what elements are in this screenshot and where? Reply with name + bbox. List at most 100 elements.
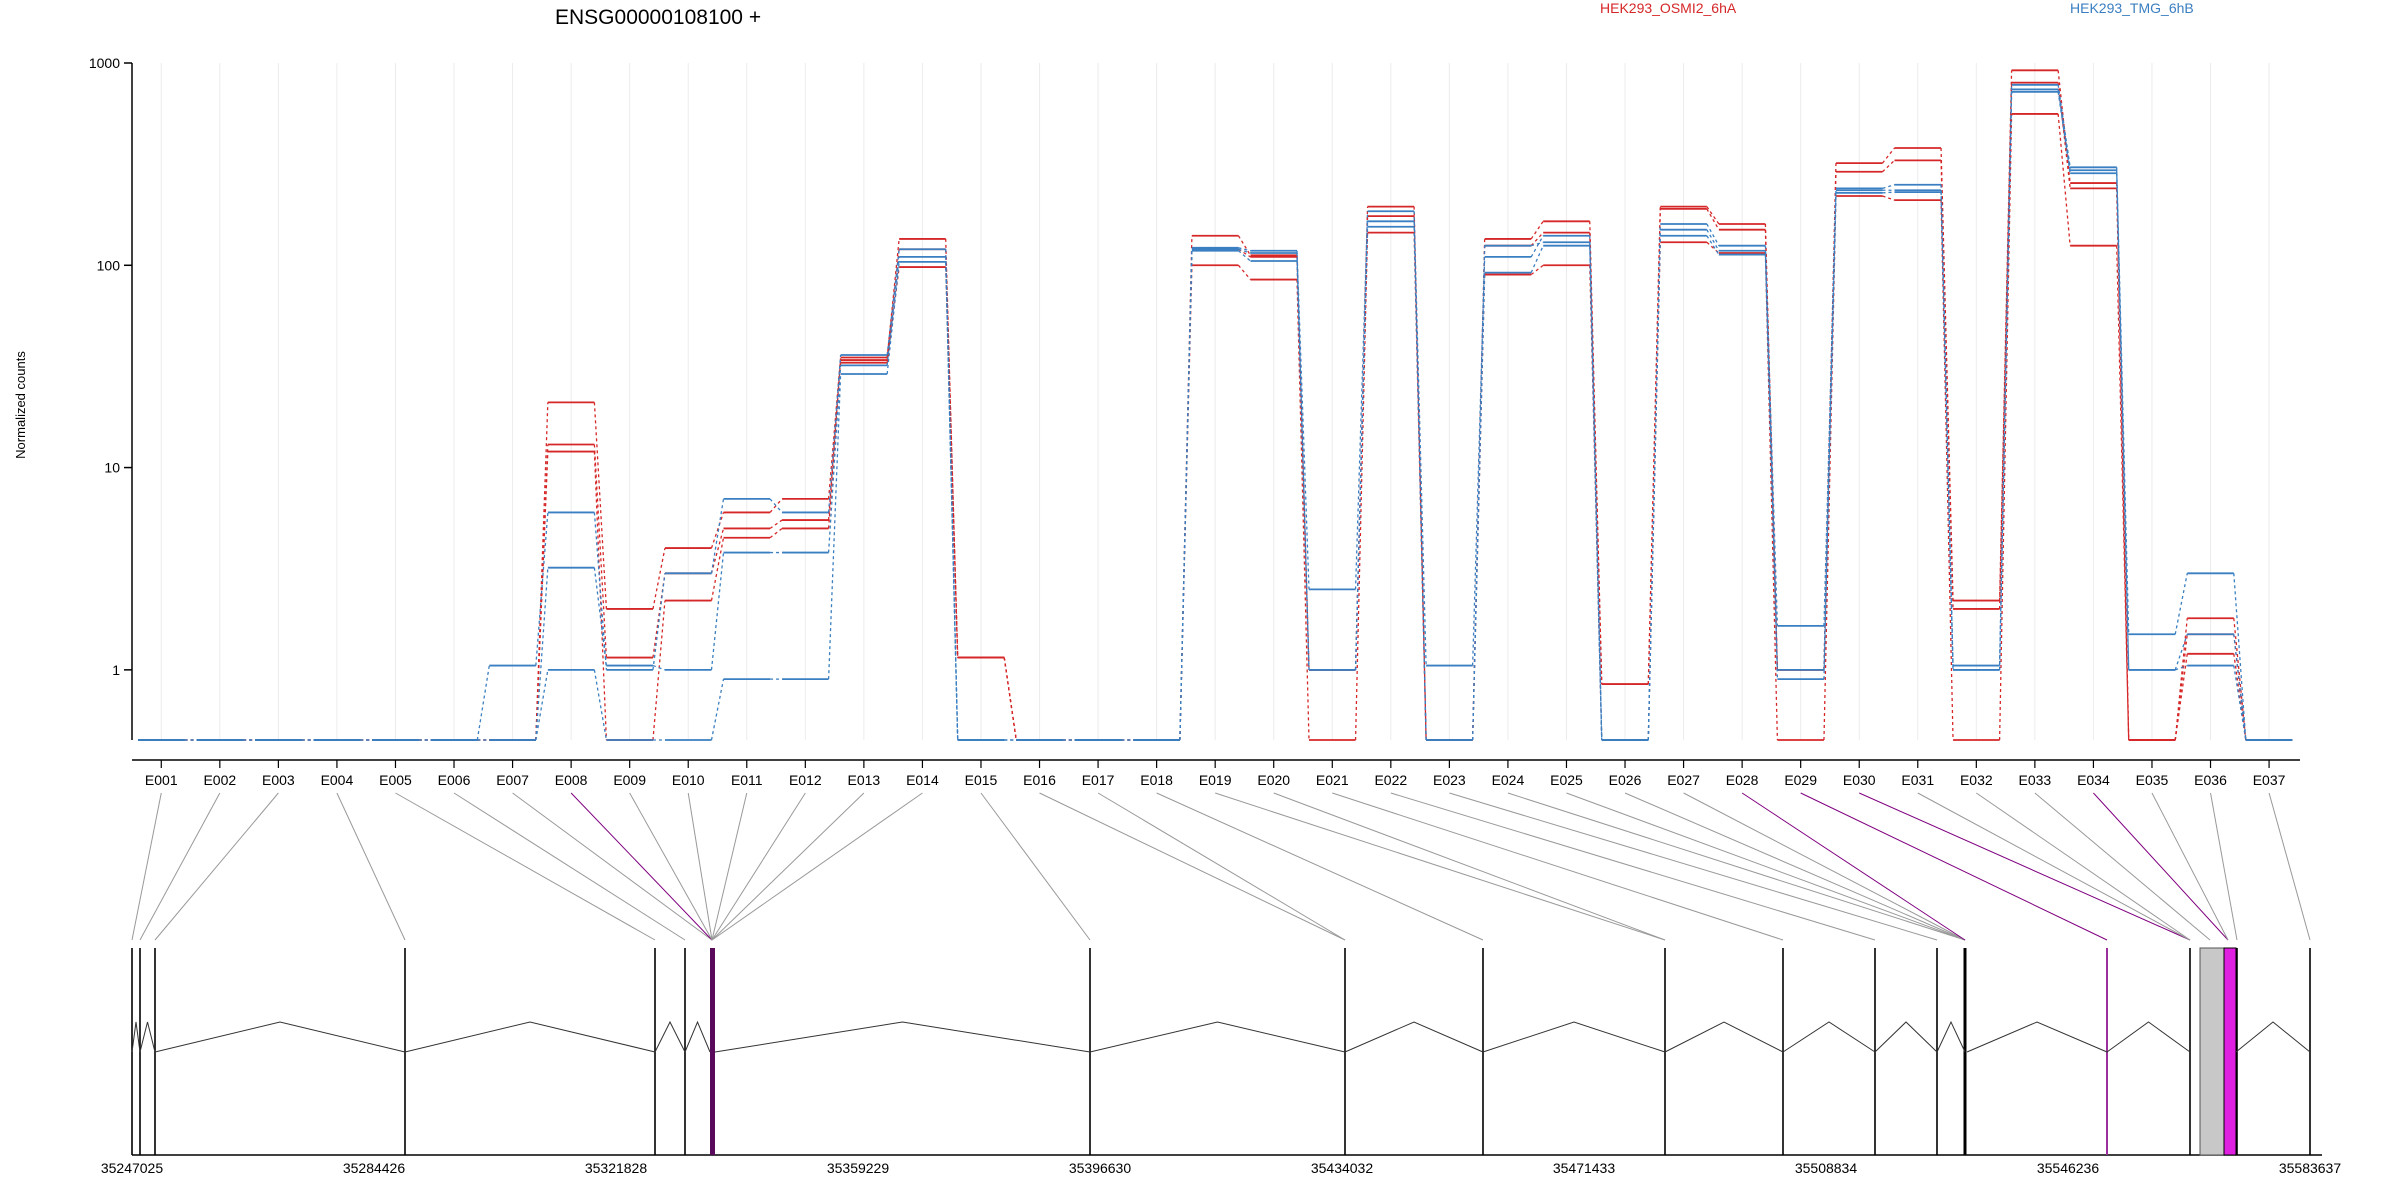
exon-connector (1097, 792, 1346, 941)
exon-label: E008 (555, 772, 588, 788)
exon-label: E011 (731, 772, 763, 788)
series-transition (535, 567, 549, 741)
exon-label: E016 (1023, 772, 1056, 788)
y-tick-label: 10 (104, 460, 120, 476)
series-transition (1823, 188, 1837, 626)
series-transition (1238, 247, 1251, 252)
series-transition (593, 512, 608, 670)
y-tick-label: 1 (112, 662, 120, 678)
exon-connector (711, 792, 806, 941)
intron-line (1966, 1021, 2108, 1053)
coordinate-label: 35471433 (1553, 1160, 1616, 1176)
exon-connector (1624, 792, 1966, 941)
series-transition (2057, 84, 2071, 168)
intron-line (1782, 1021, 1876, 1053)
exon-connector (1273, 792, 1666, 941)
exon-connector (395, 792, 656, 941)
series-transition (1940, 192, 1954, 670)
series-transition (593, 402, 608, 609)
series-transition (1882, 159, 1895, 173)
series-transition (1530, 235, 1544, 258)
exon-label: E019 (1199, 772, 1232, 788)
series-transition (945, 267, 959, 658)
exon-connector (1332, 792, 1784, 941)
exon-label: E035 (2136, 772, 2169, 788)
series-transition (1647, 206, 1661, 685)
series-transition (593, 451, 608, 741)
coordinate-label: 35359229 (827, 1160, 890, 1176)
series-transition (1413, 226, 1427, 741)
coordinate-label: 35321828 (585, 1160, 648, 1176)
coordinate-label: 35396630 (1069, 1160, 1132, 1176)
exon-label: E013 (848, 772, 881, 788)
series-transition (886, 261, 900, 375)
series-transition (1823, 190, 1837, 670)
series-transition (1413, 211, 1427, 666)
exon-connector (1800, 792, 2108, 941)
exon-connector (1390, 792, 1876, 941)
exon-label: E004 (321, 772, 354, 788)
exon-connectors (131, 792, 2311, 941)
exon-label: E018 (1140, 772, 1173, 788)
exon-label: E033 (2019, 772, 2052, 788)
exon-label: E005 (379, 772, 412, 788)
exon-connector (711, 792, 748, 941)
series-transition (652, 664, 666, 671)
exon-connector (131, 792, 162, 941)
gene-model (131, 947, 2322, 1156)
exon-label: E021 (1316, 772, 1349, 788)
exon-connector (2210, 792, 2238, 941)
exon-label: E009 (613, 772, 646, 788)
exon-connector (1215, 792, 1666, 941)
genomic-coordinates: 35247025 35284426 35321828 35359229 35396630… (101, 1160, 2342, 1176)
intron-line (1936, 1020, 1966, 1053)
series-transition (1472, 272, 1486, 741)
exon-connector (1507, 792, 1966, 941)
intron-line (1482, 1021, 1666, 1053)
exon-connector (453, 792, 686, 941)
exon-label: E036 (2194, 772, 2227, 788)
exon-label: E002 (203, 772, 236, 788)
exon-connector (980, 792, 1091, 941)
exon-connector (1976, 792, 2191, 941)
series-transition (1998, 113, 2013, 741)
exon-connector (1683, 792, 1966, 941)
intron-line (404, 1021, 656, 1053)
chart-title: ENSG00000108100 + (555, 6, 761, 29)
exon-label: E015 (965, 772, 998, 788)
exon-label: E026 (1609, 772, 1642, 788)
exon-connector (711, 792, 923, 941)
series-transition (769, 527, 783, 539)
series-transition (2233, 573, 2247, 741)
series-transition (1354, 226, 1369, 670)
exon-label: E030 (1843, 772, 1876, 788)
series-6 (138, 90, 2293, 741)
series-transition (710, 678, 725, 741)
exon-connector (1859, 792, 2191, 941)
intron-line (2235, 1021, 2311, 1053)
series-transition (652, 573, 666, 658)
intron-line (131, 1021, 141, 1053)
intron-line (1089, 1021, 1346, 1053)
series-transition (2116, 170, 2130, 670)
series-transition (593, 567, 608, 666)
exon-label: E028 (1726, 772, 1759, 788)
series-transition (1998, 91, 2013, 670)
exon-connector (2034, 792, 2211, 941)
exon-label: E007 (496, 772, 529, 788)
series-transition (652, 600, 666, 741)
y-axis-label: Normalized counts (13, 351, 28, 459)
coordinate-label: 35583637 (2279, 1160, 2342, 1176)
series-lines (138, 69, 2293, 741)
exon-label: E023 (1433, 772, 1466, 788)
series-transition (1589, 245, 1603, 741)
intron-line (684, 1020, 711, 1053)
series-transition (1881, 147, 1896, 164)
series-transition (710, 512, 725, 549)
series-transition (769, 519, 783, 529)
series-transition (1296, 279, 1310, 741)
series-transition (1647, 235, 1661, 741)
series-transition (1764, 252, 1779, 741)
series-transition (2174, 653, 2188, 741)
exon-label: E027 (1667, 772, 1700, 788)
